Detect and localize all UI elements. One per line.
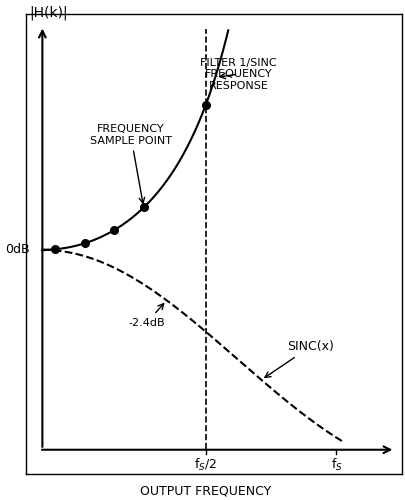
Text: 0dB: 0dB — [5, 244, 29, 256]
Text: |H(k)|: |H(k)| — [29, 5, 68, 20]
Text: f$_S$/2: f$_S$/2 — [194, 458, 217, 473]
Text: f$_S$: f$_S$ — [330, 458, 341, 473]
Text: OUTPUT FREQUENCY: OUTPUT FREQUENCY — [140, 484, 271, 498]
Text: FILTER 1/SINC
FREQUENCY
RESPONSE: FILTER 1/SINC FREQUENCY RESPONSE — [200, 58, 276, 91]
Text: FREQUENCY
SAMPLE POINT: FREQUENCY SAMPLE POINT — [90, 124, 171, 203]
Text: SINC(x): SINC(x) — [264, 340, 333, 378]
Text: -2.4dB: -2.4dB — [128, 304, 165, 328]
